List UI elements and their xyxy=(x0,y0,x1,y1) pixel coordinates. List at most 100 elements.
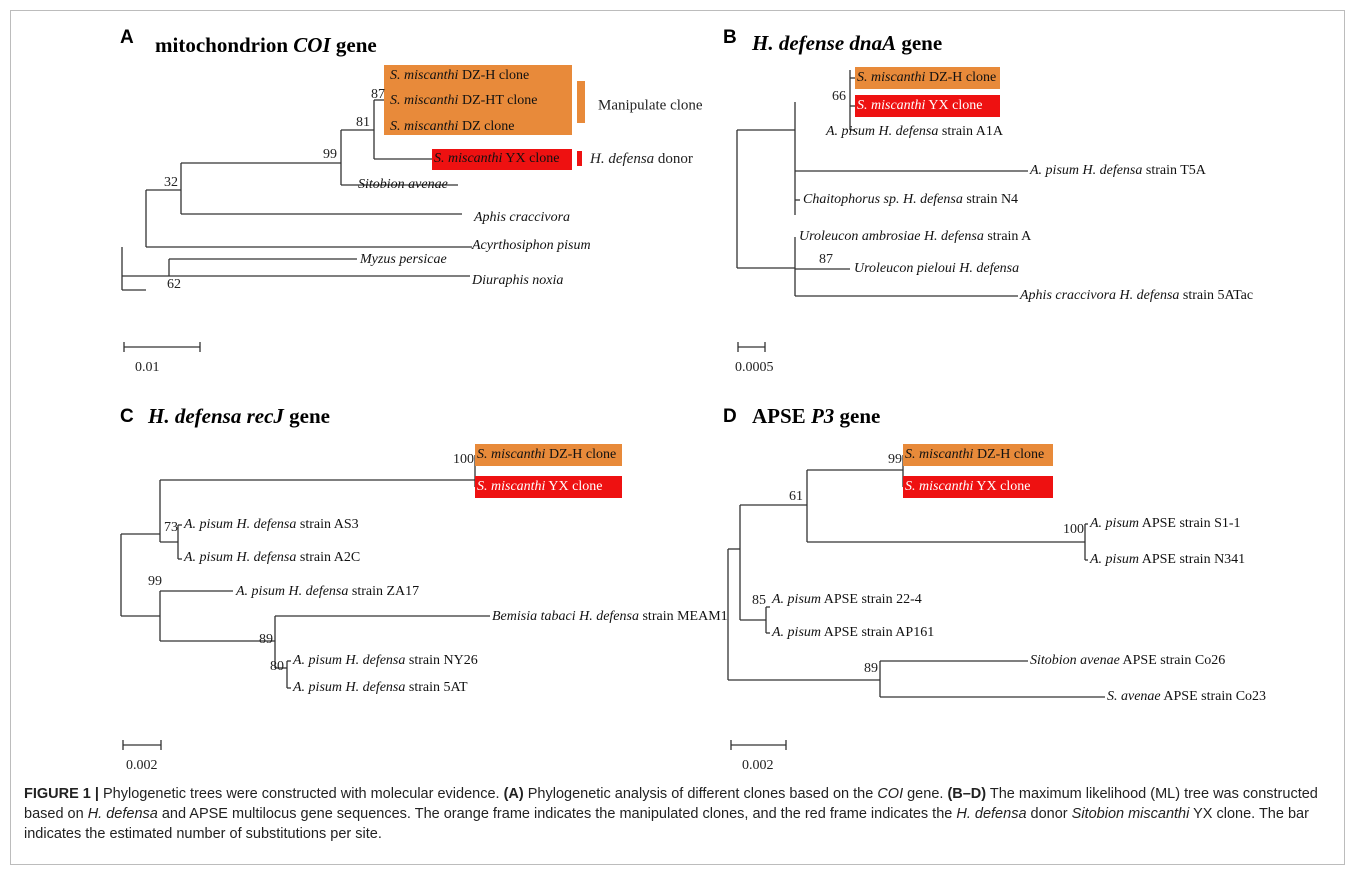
leaf-label-italic: S. avenae xyxy=(1107,689,1161,704)
leaf-label-italic: S. miscanthi xyxy=(857,98,926,113)
leaf-label: Acyrthosiphon pisum xyxy=(471,238,591,253)
leaf-label-italic: Uroleucon ambrosiae H. defensa xyxy=(799,229,984,244)
leaf-label: A. pisum H. defensa strain AS3 xyxy=(183,517,359,532)
orange-frame xyxy=(855,67,1000,89)
leaf-label-italic: S. miscanthi xyxy=(905,447,974,462)
bootstrap-value: 89 xyxy=(259,632,273,647)
leaf-label: S. miscanthi YX clone xyxy=(857,98,982,113)
bootstrap-value: 32 xyxy=(164,175,178,190)
leaf-label-italic: Chaitophorus sp. H. defensa xyxy=(803,192,963,207)
orange-frame xyxy=(475,444,622,466)
leaf-label-italic: Aphis craccivora H. defensa xyxy=(1019,288,1179,303)
red-frame xyxy=(475,476,622,498)
leaf-label-italic: S. miscanthi xyxy=(390,93,459,108)
leaf-label-rest: strain A2C xyxy=(296,550,360,565)
leaf-label-rest: strain N4 xyxy=(963,192,1018,207)
caption-segment: FIGURE 1 | xyxy=(24,786,103,802)
leaf-label: S. miscanthi YX clone xyxy=(905,479,1030,494)
leaf-label-rest: YX clone xyxy=(502,151,559,166)
caption-segment: and APSE multilocus gene sequences. The … xyxy=(157,806,957,822)
panel-b-letter: B xyxy=(723,27,737,48)
leaf-label-italic: Uroleucon pieloui H. defensa xyxy=(854,261,1019,276)
leaf-label: Aphis craccivora H. defensa strain 5ATac xyxy=(1019,288,1253,303)
legend-donor-italic: H. defensa xyxy=(589,151,654,167)
leaf-label-rest: APSE strain Co23 xyxy=(1161,689,1266,704)
legend-swatch-donor xyxy=(577,151,582,166)
leaf-label: S. miscanthi DZ-HT clone xyxy=(390,93,538,108)
clone-frames xyxy=(384,65,1053,498)
leaf-label: Chaitophorus sp. H. defensa strain N4 xyxy=(803,192,1018,207)
caption-segment: Sitobion miscanthi xyxy=(1071,806,1190,822)
panel-a-title-part: COI xyxy=(293,33,331,57)
leaf-label-rest: DZ-H clone xyxy=(973,447,1044,462)
bootstrap-value: 66 xyxy=(832,89,846,104)
legend-donor: H. defensa donor xyxy=(589,151,693,167)
panel-a-letter: A xyxy=(120,27,134,48)
leaf-label-rest: APSE strain Co26 xyxy=(1120,653,1225,668)
red-frame xyxy=(855,95,1000,117)
panel-b-title-part: H. defense dnaA xyxy=(752,31,897,55)
leaf-label-italic: Aphis craccivora xyxy=(473,210,570,225)
panel-b-title: H. defense dnaA gene xyxy=(752,31,942,56)
bootstrap-value: 80 xyxy=(270,659,284,674)
panel-d-letter: D xyxy=(723,406,737,427)
leaf-label: A. pisum H. defensa strain NY26 xyxy=(292,653,478,668)
leaf-label: S. miscanthi DZ clone xyxy=(390,119,514,134)
panel-d-title-part: P3 xyxy=(810,404,835,428)
leaf-label-rest: strain A1A xyxy=(938,124,1003,139)
bootstrap-value: 99 xyxy=(323,147,337,162)
legend-donor-rest: donor xyxy=(654,151,693,167)
leaf-label-rest: APSE strain AP161 xyxy=(821,625,934,640)
leaf-label: A. pisum H. defensa strain T5A xyxy=(1029,163,1207,178)
leaf-label: A. pisum APSE strain 22-4 xyxy=(771,592,922,607)
scale-bar-label: 0.01 xyxy=(135,360,160,375)
leaf-label-rest: APSE strain S1-1 xyxy=(1139,516,1241,531)
leaf-label: S. miscanthi DZ-H clone xyxy=(905,447,1044,462)
panel-d-title-part: APSE xyxy=(752,404,811,428)
leaf-label: A. pisum H. defensa strain 5AT xyxy=(292,680,468,695)
leaf-label-rest: strain NY26 xyxy=(405,653,477,668)
leaf-label-rest: DZ-H clone xyxy=(458,68,529,83)
panel-c-title: H. defensa recJ gene xyxy=(148,404,330,429)
red-frame xyxy=(432,149,572,170)
panel-c-letter: C xyxy=(120,406,134,427)
leaf-label-italic: Sitobion avenae xyxy=(358,177,448,192)
caption-segment: H. defensa xyxy=(956,806,1027,822)
leaf-label-italic: A. pisum xyxy=(771,625,821,640)
figure-frame xyxy=(10,10,1345,865)
leaf-label-italic: S. miscanthi xyxy=(390,68,459,83)
caption-segment: The maximum likelihood (ML) tree was con… xyxy=(24,786,1318,822)
leaf-label: Sitobion avenae APSE strain Co26 xyxy=(1030,653,1225,668)
scale-bar-label: 0.002 xyxy=(126,758,158,773)
leaf-label-italic: S. miscanthi xyxy=(477,447,546,462)
leaf-label: A. pisum H. defensa strain A2C xyxy=(183,550,360,565)
leaf-label: Uroleucon pieloui H. defensa xyxy=(854,261,1019,276)
leaf-label-rest: DZ-H clone xyxy=(545,447,616,462)
leaf-label-italic: A. pisum H. defensa xyxy=(292,680,405,695)
leaf-label-italic: A. pisum xyxy=(1089,552,1139,567)
leaf-label-italic: A. pisum H. defensa xyxy=(1029,163,1142,178)
leaf-label-rest: APSE strain 22-4 xyxy=(821,592,922,607)
tree-branches xyxy=(120,70,1105,750)
leaf-label-rest: DZ-H clone xyxy=(925,70,996,85)
leaf-label-italic: S. miscanthi xyxy=(390,119,459,134)
leaf-label-rest: YX clone xyxy=(925,98,982,113)
leaf-label-italic: Diuraphis noxia xyxy=(471,273,563,288)
bootstrap-value: 85 xyxy=(752,593,766,608)
leaf-label-rest: strain MEAM1 xyxy=(639,609,728,624)
leaf-label: A. pisum H. defensa strain ZA17 xyxy=(235,584,419,599)
leaf-label-italic: S. miscanthi xyxy=(434,151,503,166)
leaf-label-italic: A. pisum H. defensa xyxy=(183,517,296,532)
leaf-label: A. pisum H. defensa strain A1A xyxy=(825,124,1004,139)
leaf-label: Uroleucon ambrosiae H. defensa strain A xyxy=(799,229,1032,244)
caption-segment: Phylogenetic analysis of different clone… xyxy=(523,786,878,802)
caption-segment: H. defensa xyxy=(87,806,158,822)
leaf-label-rest: DZ-HT clone xyxy=(458,93,537,108)
leaf-label-rest: strain ZA17 xyxy=(348,584,419,599)
bootstrap-value: 62 xyxy=(167,277,181,292)
leaf-label-rest: YX clone xyxy=(545,479,602,494)
bootstrap-value: 81 xyxy=(356,115,370,130)
leaf-label-rest: APSE strain N341 xyxy=(1139,552,1245,567)
bootstrap-value: 100 xyxy=(1063,522,1084,537)
